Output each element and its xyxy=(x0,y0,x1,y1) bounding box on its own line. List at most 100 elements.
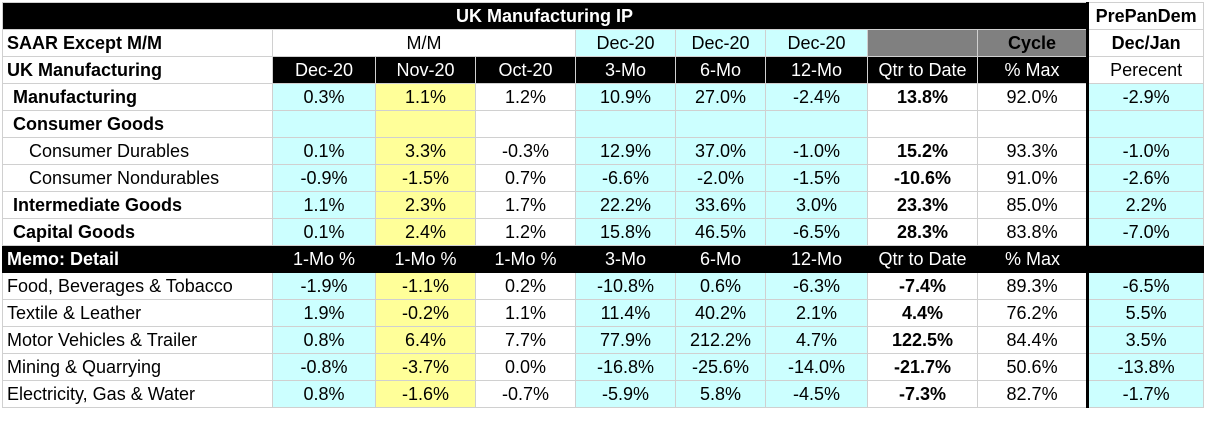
row-label: Mining & Quarrying xyxy=(2,353,273,381)
col-header: Nov-20 xyxy=(375,56,476,84)
table-row: Mining & Quarrying -0.8% -3.7% 0.0% -16.… xyxy=(2,353,1205,381)
header-row-2: SAAR Except M/M M/M Dec-20 Dec-20 Dec-20… xyxy=(2,29,1205,57)
percent-header: Perecent xyxy=(1086,56,1205,84)
memo-col-header: 1-Mo % xyxy=(375,245,476,273)
table-title: UK Manufacturing IP xyxy=(1,2,1089,30)
row-label: Capital Goods xyxy=(2,218,273,246)
uk-manufacturing-ip-table: UK Manufacturing IP PrePanDem SAAR Excep… xyxy=(1,2,1205,408)
row-label: Textile & Leather xyxy=(2,299,273,327)
cell: -7.4% xyxy=(867,272,978,300)
cell: 37.0% xyxy=(675,137,766,165)
cell: -13.8% xyxy=(1086,353,1205,381)
cell: -1.6% xyxy=(375,380,476,408)
col-header: % Max xyxy=(976,56,1089,84)
memo-col-header: 1-Mo % xyxy=(272,245,376,273)
memo-col-header: 1-Mo % xyxy=(475,245,576,273)
dec20-3mo-header: Dec-20 xyxy=(575,29,676,57)
row-label: Intermediate Goods xyxy=(2,191,273,219)
cell: -4.5% xyxy=(765,380,868,408)
table-row: Capital Goods 0.1% 2.4% 1.2% 15.8% 46.5%… xyxy=(2,218,1205,246)
table-row: Textile & Leather 1.9% -0.2% 1.1% 11.4% … xyxy=(2,299,1205,327)
cell: 7.7% xyxy=(475,326,576,354)
table-row: Consumer Goods xyxy=(2,110,1205,138)
cell: 27.0% xyxy=(675,83,766,111)
uk-manufacturing-label: UK Manufacturing xyxy=(2,56,273,84)
cell: -0.2% xyxy=(375,299,476,327)
cell xyxy=(272,110,376,138)
cell: -0.9% xyxy=(272,164,376,192)
memo-col-header: % Max xyxy=(976,245,1089,273)
cell: -1.1% xyxy=(375,272,476,300)
cell: -10.6% xyxy=(867,164,978,192)
cell: 50.6% xyxy=(976,353,1089,381)
cell: 2.3% xyxy=(375,191,476,219)
cell: -3.7% xyxy=(375,353,476,381)
cell: -1.5% xyxy=(765,164,868,192)
cell: -2.6% xyxy=(1086,164,1205,192)
cell: 0.6% xyxy=(675,272,766,300)
memo-header-row: Memo: Detail 1-Mo % 1-Mo % 1-Mo % 3-Mo 6… xyxy=(2,245,1205,273)
cell: 2.4% xyxy=(375,218,476,246)
cell: -1.0% xyxy=(765,137,868,165)
memo-empty-cell xyxy=(1087,245,1205,273)
header-row-3: UK Manufacturing Dec-20 Nov-20 Oct-20 3-… xyxy=(2,56,1205,84)
cell: 33.6% xyxy=(675,191,766,219)
saar-label: SAAR Except M/M xyxy=(2,29,273,57)
cell: 46.5% xyxy=(675,218,766,246)
cell: 4.7% xyxy=(765,326,868,354)
cell: 15.8% xyxy=(575,218,676,246)
cell: -14.0% xyxy=(765,353,868,381)
cell: -10.8% xyxy=(575,272,676,300)
cell: -2.9% xyxy=(1086,83,1205,111)
cell xyxy=(575,110,676,138)
memo-col-header: 6-Mo xyxy=(675,245,766,273)
cell: -25.6% xyxy=(675,353,766,381)
col-header: 12-Mo xyxy=(765,56,868,84)
cell: 83.8% xyxy=(976,218,1089,246)
cell: 5.8% xyxy=(675,380,766,408)
cell: 0.7% xyxy=(475,164,576,192)
cell: 77.9% xyxy=(575,326,676,354)
cell: 0.8% xyxy=(272,380,376,408)
cell: -6.6% xyxy=(575,164,676,192)
cell: 23.3% xyxy=(867,191,978,219)
cell: -1.5% xyxy=(375,164,476,192)
table-row: Intermediate Goods 1.1% 2.3% 1.7% 22.2% … xyxy=(2,191,1205,219)
cell: 2.2% xyxy=(1086,191,1205,219)
cell: 2.1% xyxy=(765,299,868,327)
cell: 4.4% xyxy=(867,299,978,327)
cell: 1.1% xyxy=(475,299,576,327)
cell: 15.2% xyxy=(867,137,978,165)
dec-jan-header: Dec/Jan xyxy=(1086,29,1205,57)
cell: 0.8% xyxy=(272,326,376,354)
cell xyxy=(375,110,476,138)
table-row: Motor Vehicles & Trailer 0.8% 6.4% 7.7% … xyxy=(2,326,1205,354)
cell: 0.1% xyxy=(272,137,376,165)
cell: -7.3% xyxy=(867,380,978,408)
cell: -1.7% xyxy=(1086,380,1205,408)
col-header: 3-Mo xyxy=(575,56,676,84)
pre-pan-dem-header: PrePanDem xyxy=(1086,2,1205,30)
memo-col-header: 12-Mo xyxy=(765,245,868,273)
cell: 6.4% xyxy=(375,326,476,354)
cycle-header: Cycle xyxy=(976,29,1089,57)
mm-header: M/M xyxy=(272,29,576,57)
cell: 76.2% xyxy=(976,299,1089,327)
cell: -0.8% xyxy=(272,353,376,381)
cell: -2.0% xyxy=(675,164,766,192)
col-header: 6-Mo xyxy=(675,56,766,84)
cell: 22.2% xyxy=(575,191,676,219)
cell xyxy=(1086,110,1205,138)
cell: -6.3% xyxy=(765,272,868,300)
memo-label: Memo: Detail xyxy=(2,245,273,273)
cell: 1.9% xyxy=(272,299,376,327)
memo-col-header: 3-Mo xyxy=(575,245,676,273)
cell: 92.0% xyxy=(976,83,1089,111)
cell: 13.8% xyxy=(867,83,978,111)
table-row: Consumer Nondurables -0.9% -1.5% 0.7% -6… xyxy=(2,164,1205,192)
cell: 3.5% xyxy=(1086,326,1205,354)
cell: 1.2% xyxy=(475,218,576,246)
cell: 1.2% xyxy=(475,83,576,111)
cell: -1.9% xyxy=(272,272,376,300)
cell: 212.2% xyxy=(675,326,766,354)
